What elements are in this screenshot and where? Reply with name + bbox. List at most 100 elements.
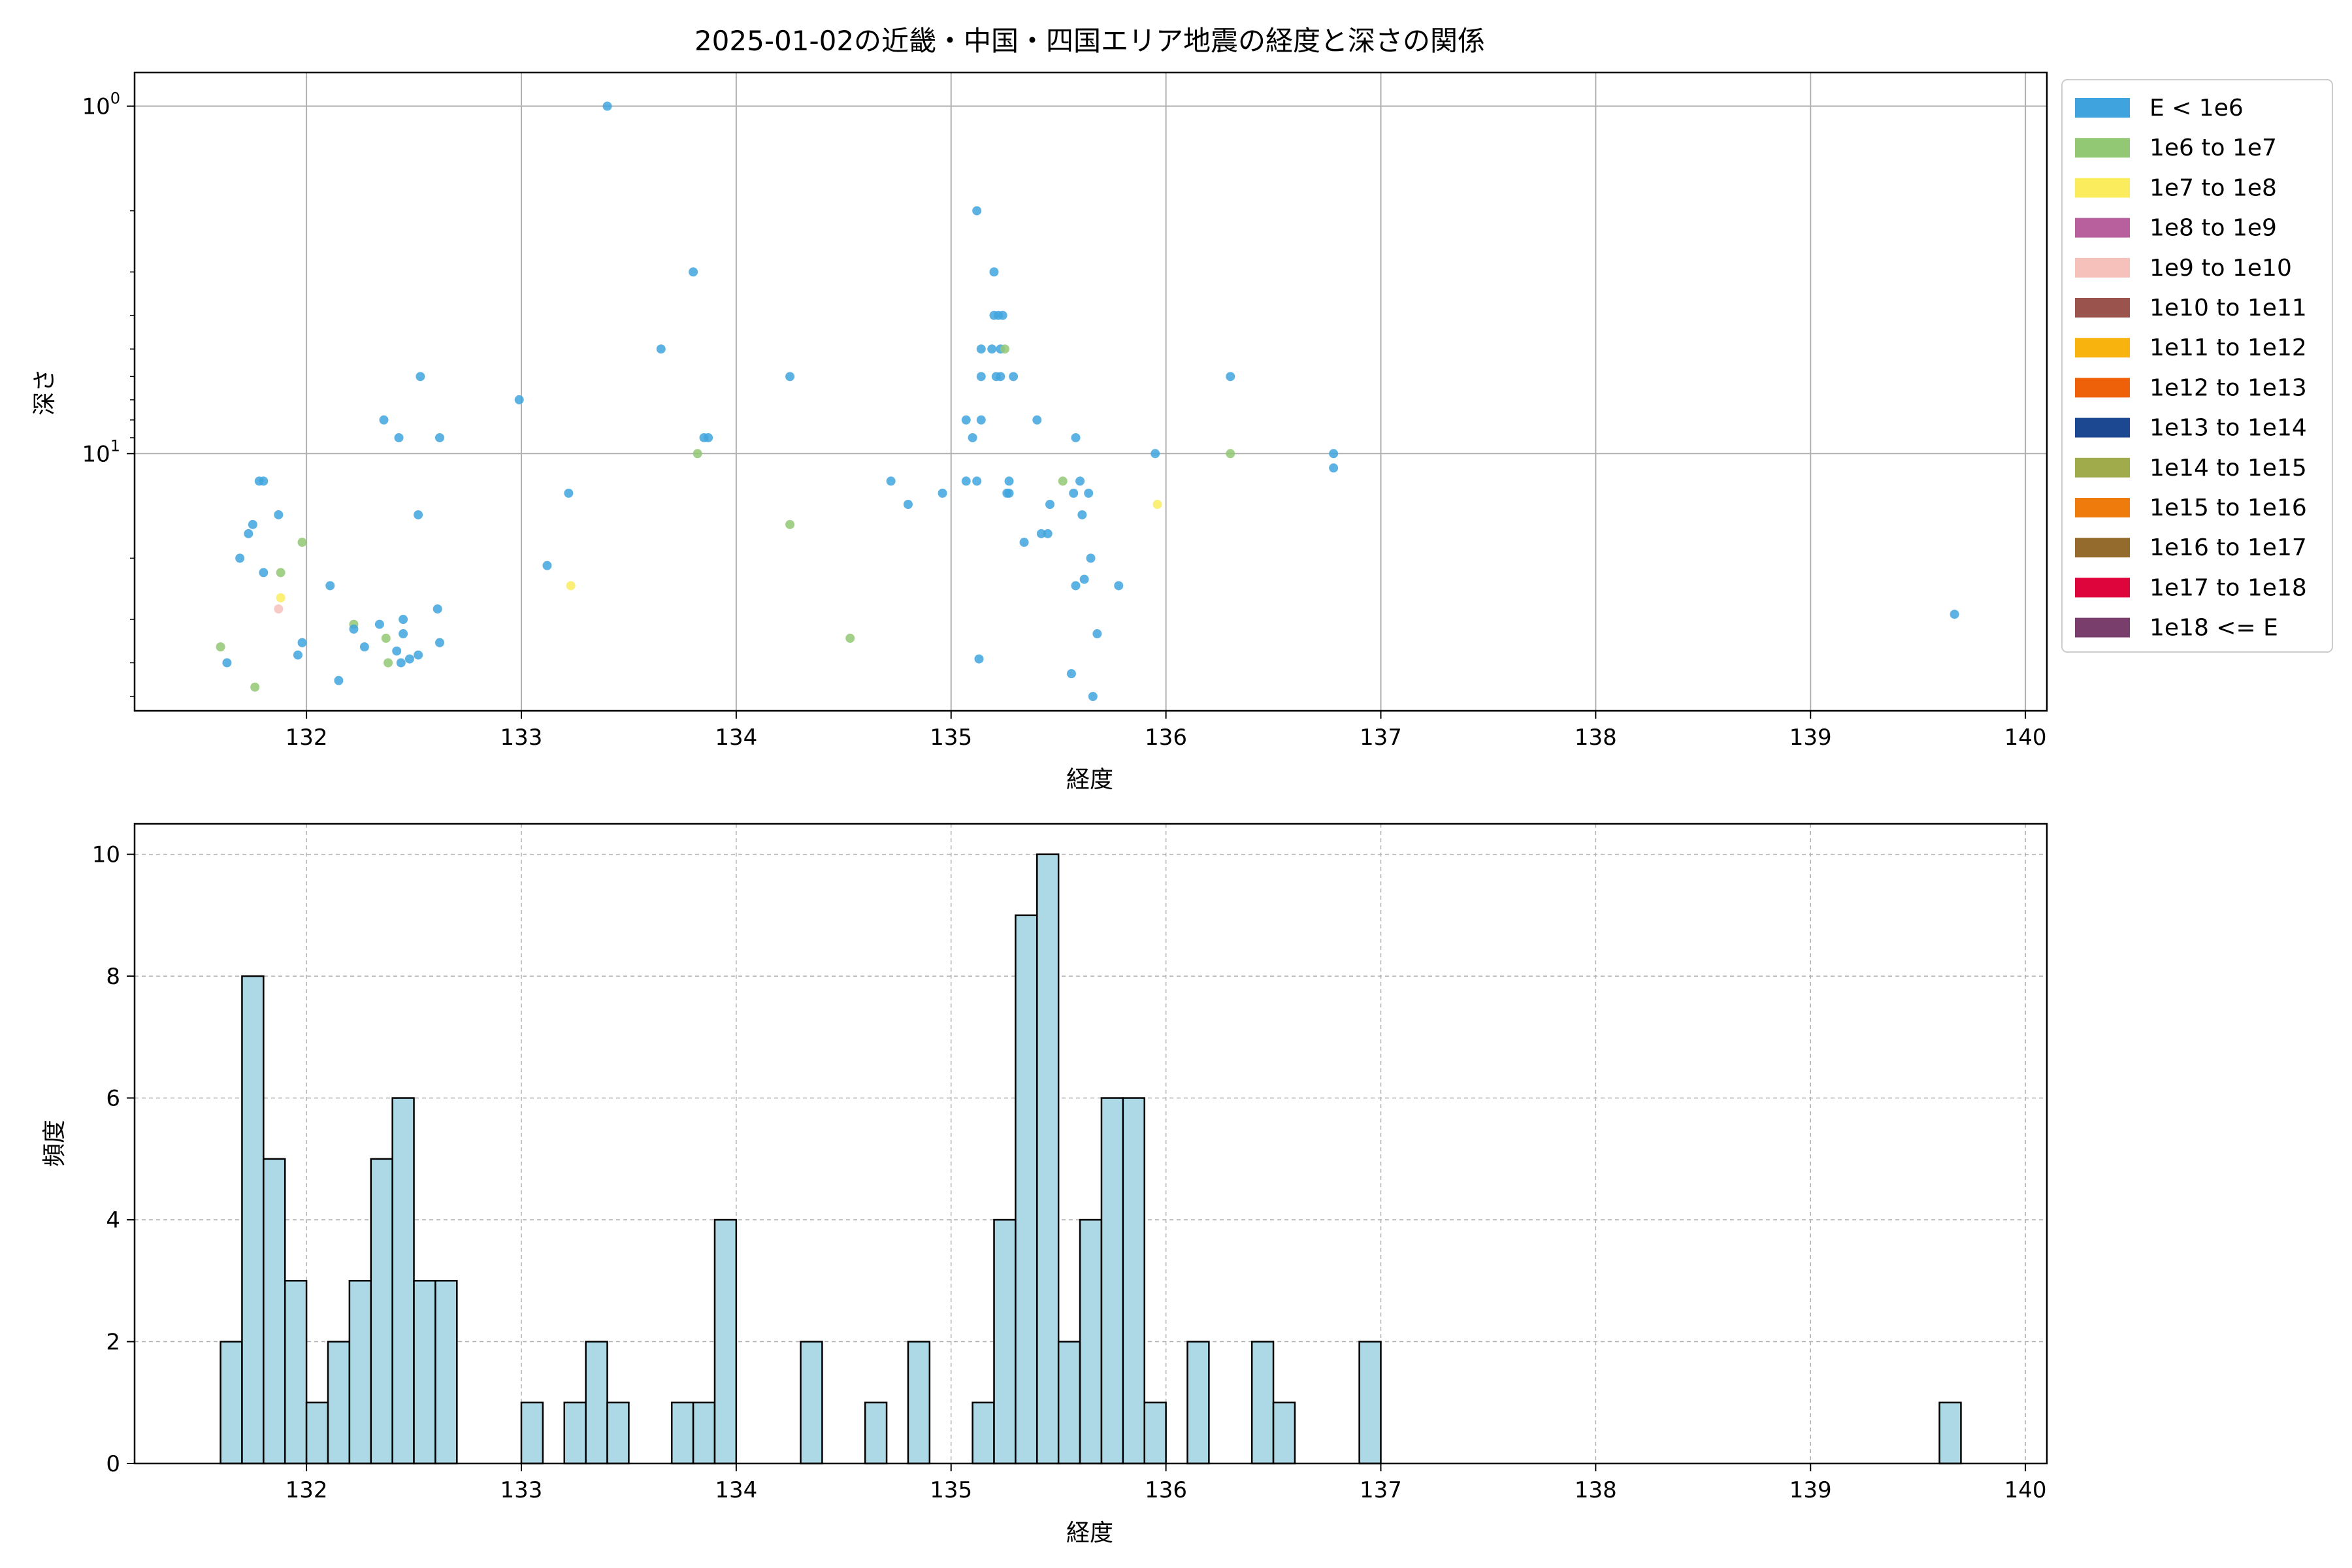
legend: E < 1e6 1e6 to 1e7 1e7 to 1e8 1e8 to 1e9 1e9… — [2061, 79, 2333, 653]
scatter-point — [1092, 629, 1102, 639]
scatter-point — [1079, 574, 1089, 584]
scatter-point — [379, 415, 389, 425]
legend-label: 1e16 to 1e17 — [2149, 534, 2307, 561]
histogram-x-tick-label: 135 — [930, 1477, 972, 1503]
histogram-bar — [585, 1341, 608, 1465]
legend-label: 1e13 to 1e14 — [2149, 415, 2307, 442]
scatter-point — [1058, 476, 1068, 486]
legend-frame — [2061, 79, 2333, 653]
scatter-point — [359, 642, 369, 652]
scatter-point — [259, 476, 269, 486]
chart-title: 2025-01-02の近畿・中国・四国エリア地震の経度と深さの関係 — [694, 25, 1485, 57]
scatter-x-tick-label: 140 — [2004, 725, 2047, 751]
scatter-point — [514, 395, 524, 404]
scatter-point — [414, 510, 423, 519]
histogram-bar — [305, 1401, 329, 1465]
scatter-point — [384, 658, 393, 668]
scatter-point — [235, 553, 245, 563]
scatter-point — [542, 561, 552, 570]
scatter-point — [1036, 529, 1046, 538]
scatter-point — [1071, 433, 1081, 442]
scatter-plot-frame — [133, 71, 2048, 712]
scatter-point — [404, 654, 414, 664]
histogram-x-tick-label: 140 — [2004, 1477, 2047, 1503]
scatter-point — [972, 476, 982, 486]
scatter-point — [1226, 449, 1235, 459]
legend-label: 1e10 to 1e11 — [2149, 295, 2307, 321]
histogram-bar — [327, 1341, 351, 1465]
legend-swatch — [2075, 338, 2130, 358]
histogram-bar — [1036, 853, 1060, 1465]
scatter-point — [276, 593, 286, 602]
scatter-point — [689, 267, 698, 277]
histogram-x-tick-label: 137 — [1360, 1477, 1402, 1503]
histogram-panel: 132 133 134 135 136 137 138 139 140 0 2 4 6 8 10 経度 頻度 — [41, 823, 2048, 1546]
scatter-point — [1045, 500, 1055, 510]
scatter-point — [399, 615, 408, 625]
scatter-point — [250, 682, 260, 692]
scatter-point — [297, 638, 307, 647]
histogram-y-tick-label: 10 — [92, 842, 120, 868]
histogram-bar — [263, 1158, 286, 1465]
scatter-point — [976, 415, 986, 425]
histogram-x-tick-label: 134 — [715, 1477, 757, 1503]
scatter-point — [976, 344, 986, 354]
scatter-point — [693, 449, 702, 459]
histogram-bar — [413, 1280, 436, 1465]
legend-swatch — [2075, 617, 2130, 638]
scatter-point — [435, 433, 445, 442]
legend-swatch — [2075, 218, 2130, 238]
scatter-point — [414, 650, 423, 660]
legend-label: 1e8 to 1e9 — [2149, 215, 2277, 242]
legend-swatch — [2075, 98, 2130, 118]
histogram-bar — [391, 1097, 415, 1465]
histogram-bar — [993, 1218, 1017, 1465]
histogram-bar — [1358, 1341, 1382, 1465]
scatter-x-tick-label: 136 — [1145, 725, 1187, 751]
histogram-bar — [1143, 1401, 1167, 1465]
histogram-bar — [907, 1341, 931, 1465]
scatter-point — [259, 568, 269, 578]
histogram-bar — [434, 1280, 458, 1465]
scatter-point — [1329, 463, 1339, 473]
scatter-x-axis-label: 経度 — [1066, 766, 1113, 793]
scatter-point — [1114, 581, 1124, 591]
histogram-bar — [370, 1158, 393, 1465]
scatter-point — [972, 206, 982, 216]
scatter-point — [1086, 553, 1096, 563]
histogram-bar — [1186, 1341, 1210, 1465]
scatter-panel: 132 133 134 135 136 137 138 139 140 100 101 経度 深さ — [31, 71, 2048, 793]
legend-swatch — [2075, 498, 2130, 517]
legend-swatch — [2075, 538, 2130, 558]
histogram-bar — [713, 1218, 738, 1465]
histogram-axes: 132 133 134 135 136 137 138 139 140 0 2 4 6 8 10 — [92, 842, 2047, 1503]
scatter-point — [433, 604, 442, 614]
scatter-y-tick-label: 101 — [82, 436, 120, 467]
legend-swatch — [2075, 578, 2130, 598]
histogram-y-tick-label: 6 — [106, 1086, 120, 1112]
histogram-x-tick-label: 132 — [286, 1477, 328, 1503]
scatter-point — [293, 650, 302, 660]
scatter-point — [1151, 449, 1160, 459]
histogram-y-tick-label: 4 — [106, 1207, 120, 1233]
legend-swatch — [2075, 178, 2130, 198]
scatter-point — [274, 604, 284, 614]
scatter-point — [1004, 488, 1014, 498]
scatter-point — [297, 538, 307, 547]
scatter-point — [602, 101, 612, 111]
scatter-point — [1077, 510, 1087, 519]
scatter-x-tick-label: 133 — [500, 725, 543, 751]
histogram-x-tick-label: 138 — [1575, 1477, 1617, 1503]
legend-swatch — [2075, 257, 2130, 278]
scatter-grid — [135, 73, 2047, 711]
scatter-point — [1066, 669, 1076, 679]
scatter-point — [374, 619, 384, 629]
scatter-point — [1069, 488, 1079, 498]
scatter-point — [1088, 691, 1098, 701]
scatter-point — [1084, 488, 1094, 498]
legend-label: 1e11 to 1e12 — [2149, 335, 2307, 361]
legend-label: 1e14 to 1e15 — [2149, 455, 2307, 482]
scatter-x-tick-label: 135 — [930, 725, 972, 751]
scatter-point — [435, 638, 445, 647]
